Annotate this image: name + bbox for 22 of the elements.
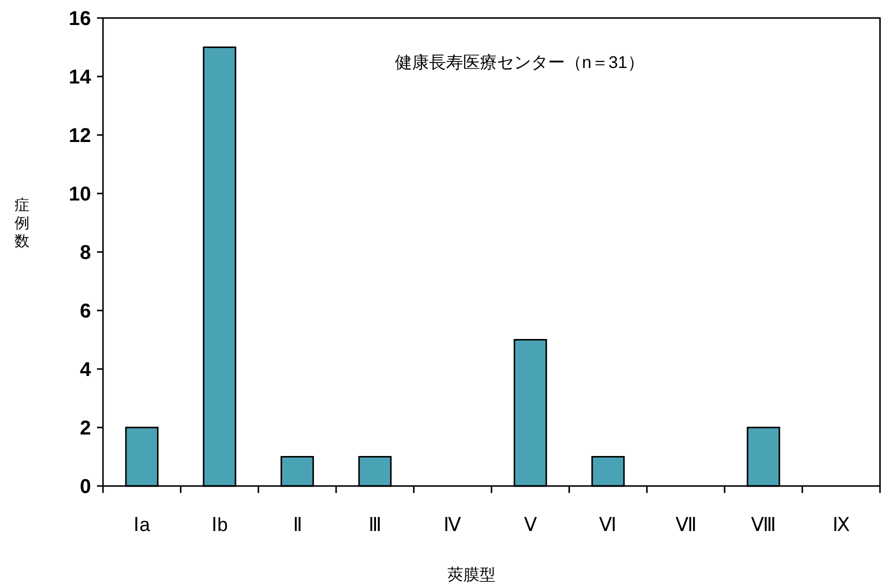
x-tick-label: Ⅰb (211, 515, 228, 536)
y-tick-label: 2 (80, 418, 91, 440)
x-tick-label: Ⅵ (599, 515, 618, 536)
y-tick-label: 6 (80, 300, 91, 322)
x-tick-label: Ⅰa (134, 515, 151, 536)
x-tick-label: Ⅳ (444, 515, 462, 536)
y-tick-label: 8 (80, 242, 91, 264)
y-tick-label: 16 (68, 8, 91, 30)
x-tick-label: Ⅶ (675, 515, 696, 536)
x-tick-label: Ⅴ (524, 515, 537, 536)
x-axis-title: 莢膜型 (448, 566, 496, 584)
x-tick-label: Ⅸ (832, 515, 850, 536)
x-tick-label: Ⅱ (292, 515, 302, 536)
y-tick-label: 4 (80, 359, 92, 381)
y-tick-label: 0 (80, 476, 91, 498)
x-tick-label: Ⅷ (750, 515, 776, 536)
y-tick-label: 10 (68, 184, 91, 206)
annotation: 健康長寿医療センター（n＝31） (395, 53, 644, 72)
y-tick-label: 14 (68, 66, 92, 88)
y-tick-label: 12 (68, 125, 91, 147)
x-tick-label: Ⅲ (368, 515, 382, 536)
y-axis-title: 症例数 (14, 197, 30, 250)
